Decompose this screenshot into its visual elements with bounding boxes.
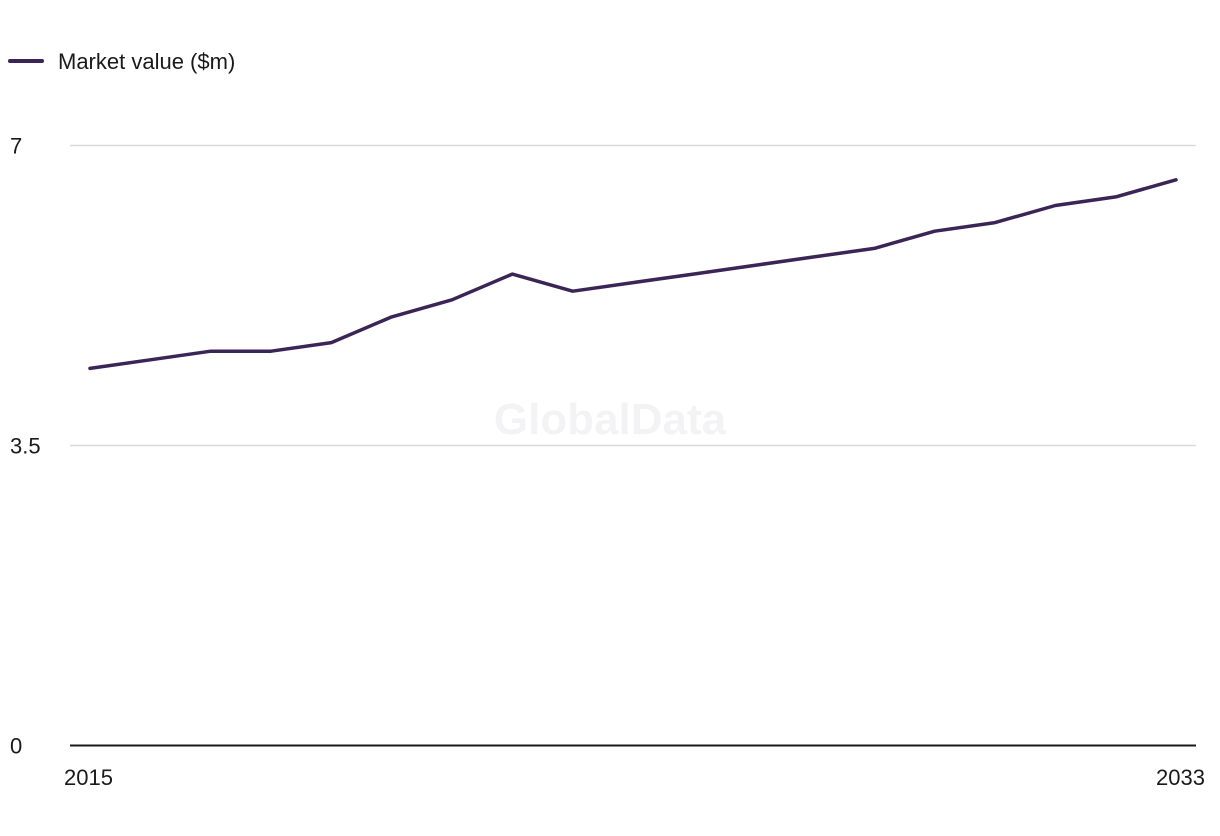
x-tick-label: 2015: [64, 765, 113, 790]
legend-label-market-value: Market value ($m): [58, 49, 235, 74]
y-tick-label: 3.5: [10, 434, 41, 459]
y-tick-label: 0: [10, 734, 22, 759]
gridlines: [70, 144, 1196, 447]
y-tick-label: 7: [10, 134, 22, 159]
legend: Market value ($m): [8, 49, 235, 74]
series-line-market-value: [88, 178, 1178, 371]
y-axis-tick-labels: 03.57: [10, 134, 41, 759]
watermark: GlobalData: [494, 395, 727, 444]
x-axis-tick-labels: 2015 2033: [64, 765, 1205, 790]
x-tick-label: 2033: [1156, 765, 1205, 790]
